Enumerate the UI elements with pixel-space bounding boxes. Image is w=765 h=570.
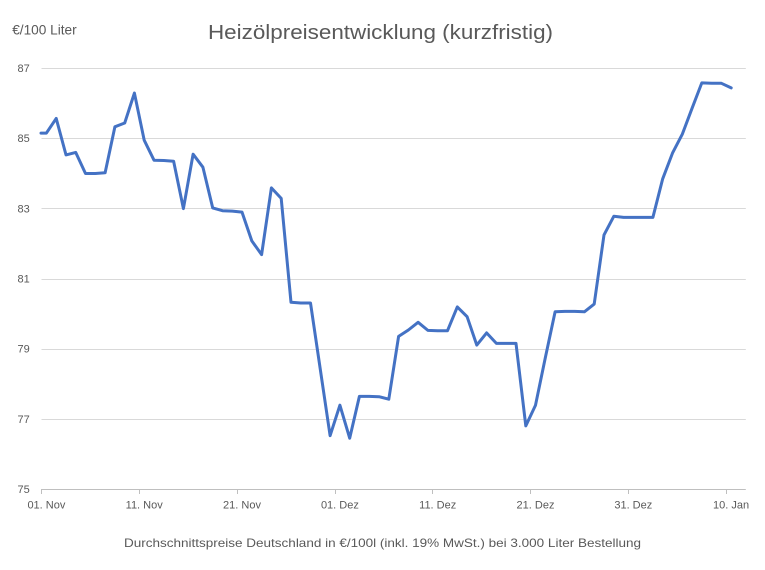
- svg-text:21. Nov: 21. Nov: [223, 500, 261, 512]
- svg-text:31. Dez: 31. Dez: [614, 500, 652, 512]
- svg-text:11. Dez: 11. Dez: [419, 500, 456, 512]
- svg-text:87: 87: [18, 63, 30, 75]
- svg-text:Heizölpreisentwicklung (kurzfr: Heizölpreisentwicklung (kurzfristig): [208, 22, 553, 44]
- svg-text:81: 81: [18, 274, 30, 286]
- svg-text:85: 85: [18, 133, 30, 145]
- svg-text:75: 75: [18, 484, 30, 496]
- svg-text:77: 77: [18, 414, 30, 426]
- svg-text:10. Jan: 10. Jan: [713, 500, 749, 512]
- svg-text:11. Nov: 11. Nov: [126, 500, 164, 512]
- svg-text:83: 83: [18, 203, 30, 215]
- svg-text:79: 79: [18, 344, 30, 356]
- svg-text:Durchschnittspreise Deutschlan: Durchschnittspreise Deutschland in €/100…: [124, 536, 641, 550]
- svg-text:€/100 Liter: €/100 Liter: [12, 22, 77, 38]
- svg-text:21. Dez: 21. Dez: [517, 500, 555, 512]
- svg-text:01. Nov: 01. Nov: [27, 500, 65, 512]
- svg-text:01. Dez: 01. Dez: [321, 500, 359, 512]
